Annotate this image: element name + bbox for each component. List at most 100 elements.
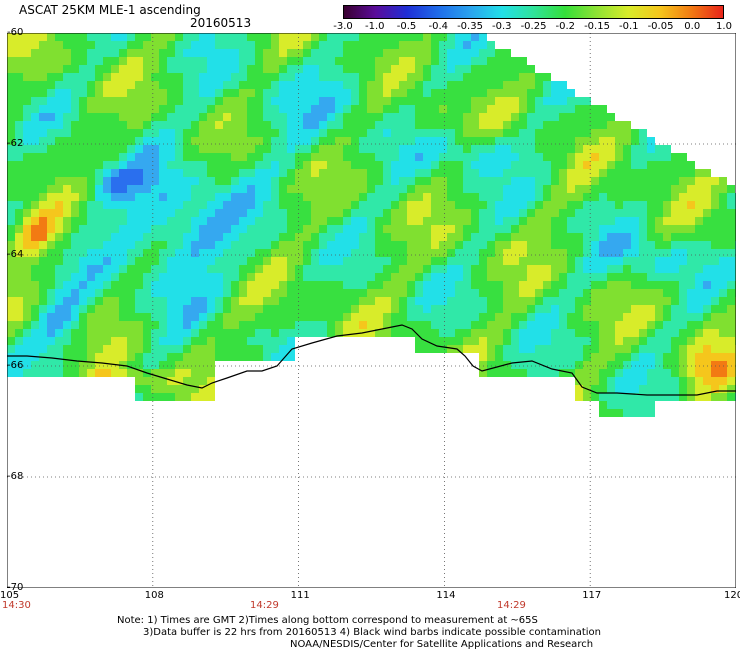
wind-cell bbox=[151, 313, 159, 321]
wind-cell bbox=[39, 89, 47, 97]
wind-cell bbox=[63, 185, 71, 193]
wind-cell bbox=[71, 321, 79, 329]
wind-cell bbox=[127, 153, 135, 161]
wind-cell bbox=[279, 225, 287, 233]
wind-cell bbox=[519, 353, 527, 361]
wind-cell bbox=[559, 97, 567, 105]
wind-cell bbox=[647, 409, 655, 417]
wind-cell bbox=[159, 377, 167, 385]
wind-cell bbox=[31, 145, 39, 153]
wind-cell bbox=[159, 49, 167, 57]
wind-cell bbox=[23, 201, 31, 209]
wind-cell bbox=[407, 185, 415, 193]
wind-cell bbox=[447, 49, 455, 57]
wind-cell bbox=[375, 169, 383, 177]
wind-cell bbox=[487, 137, 495, 145]
wind-cell bbox=[15, 353, 23, 361]
wind-cell bbox=[95, 161, 103, 169]
wind-cell bbox=[95, 329, 103, 337]
wind-cell bbox=[79, 65, 87, 73]
wind-cell bbox=[39, 185, 47, 193]
wind-cell bbox=[599, 153, 607, 161]
wind-cell bbox=[71, 305, 79, 313]
wind-cell bbox=[343, 113, 351, 121]
wind-cell bbox=[687, 161, 695, 169]
wind-cell bbox=[607, 409, 615, 417]
wind-cell bbox=[519, 73, 527, 81]
wind-cell bbox=[303, 329, 311, 337]
wind-cell bbox=[503, 193, 511, 201]
wind-cell bbox=[47, 337, 55, 345]
wind-cell bbox=[95, 361, 103, 369]
wind-cell bbox=[487, 41, 495, 49]
wind-cell bbox=[311, 265, 319, 273]
wind-cell bbox=[727, 297, 735, 305]
wind-cell bbox=[103, 217, 111, 225]
wind-cell bbox=[343, 193, 351, 201]
wind-cell bbox=[255, 233, 263, 241]
wind-cell bbox=[583, 145, 591, 153]
wind-cell bbox=[623, 201, 631, 209]
wind-cell bbox=[527, 153, 535, 161]
wind-cell bbox=[415, 57, 423, 65]
wind-cell bbox=[631, 169, 639, 177]
wind-cell bbox=[551, 289, 559, 297]
wind-cell bbox=[471, 73, 479, 81]
wind-cell bbox=[55, 105, 63, 113]
wind-cell bbox=[135, 249, 143, 257]
wind-cell bbox=[191, 201, 199, 209]
wind-cell bbox=[535, 265, 543, 273]
wind-cell bbox=[319, 241, 327, 249]
wind-cell bbox=[687, 249, 695, 257]
wind-cell bbox=[559, 265, 567, 273]
wind-cell bbox=[591, 377, 599, 385]
wind-cell bbox=[519, 65, 527, 73]
wind-cell bbox=[135, 273, 143, 281]
wind-cell bbox=[519, 233, 527, 241]
wind-cell bbox=[471, 281, 479, 289]
wind-cell bbox=[375, 121, 383, 129]
wind-cell bbox=[647, 321, 655, 329]
wind-cell bbox=[303, 145, 311, 153]
wind-cell bbox=[95, 177, 103, 185]
wind-cell bbox=[87, 97, 95, 105]
wind-cell bbox=[495, 313, 503, 321]
wind-cell bbox=[359, 217, 367, 225]
wind-cell bbox=[703, 201, 711, 209]
wind-cell bbox=[415, 217, 423, 225]
wind-cell bbox=[455, 137, 463, 145]
wind-cell bbox=[247, 337, 255, 345]
wind-cell bbox=[311, 137, 319, 145]
wind-cell bbox=[631, 137, 639, 145]
wind-cell bbox=[63, 81, 71, 89]
wind-cell bbox=[519, 241, 527, 249]
wind-cell bbox=[223, 153, 231, 161]
wind-cell bbox=[455, 185, 463, 193]
wind-cell bbox=[255, 169, 263, 177]
wind-cell bbox=[151, 281, 159, 289]
wind-cell bbox=[631, 345, 639, 353]
wind-cell bbox=[79, 193, 87, 201]
wind-cell bbox=[207, 233, 215, 241]
wind-cell bbox=[471, 145, 479, 153]
wind-cell bbox=[663, 265, 671, 273]
wind-cell bbox=[303, 273, 311, 281]
wind-cell bbox=[519, 105, 527, 113]
wind-cell bbox=[39, 297, 47, 305]
wind-cell bbox=[231, 97, 239, 105]
wind-cell bbox=[431, 97, 439, 105]
wind-cell bbox=[271, 137, 279, 145]
wind-cell bbox=[727, 393, 735, 401]
wind-cell bbox=[639, 353, 647, 361]
wind-cell bbox=[287, 97, 295, 105]
wind-cell bbox=[159, 313, 167, 321]
wind-cell bbox=[151, 105, 159, 113]
wind-cell bbox=[703, 393, 711, 401]
wind-cell bbox=[391, 289, 399, 297]
wind-cell bbox=[567, 145, 575, 153]
wind-cell bbox=[215, 161, 223, 169]
wind-cell bbox=[343, 137, 351, 145]
wind-cell bbox=[383, 209, 391, 217]
wind-cell bbox=[255, 241, 263, 249]
wind-cell bbox=[711, 185, 719, 193]
